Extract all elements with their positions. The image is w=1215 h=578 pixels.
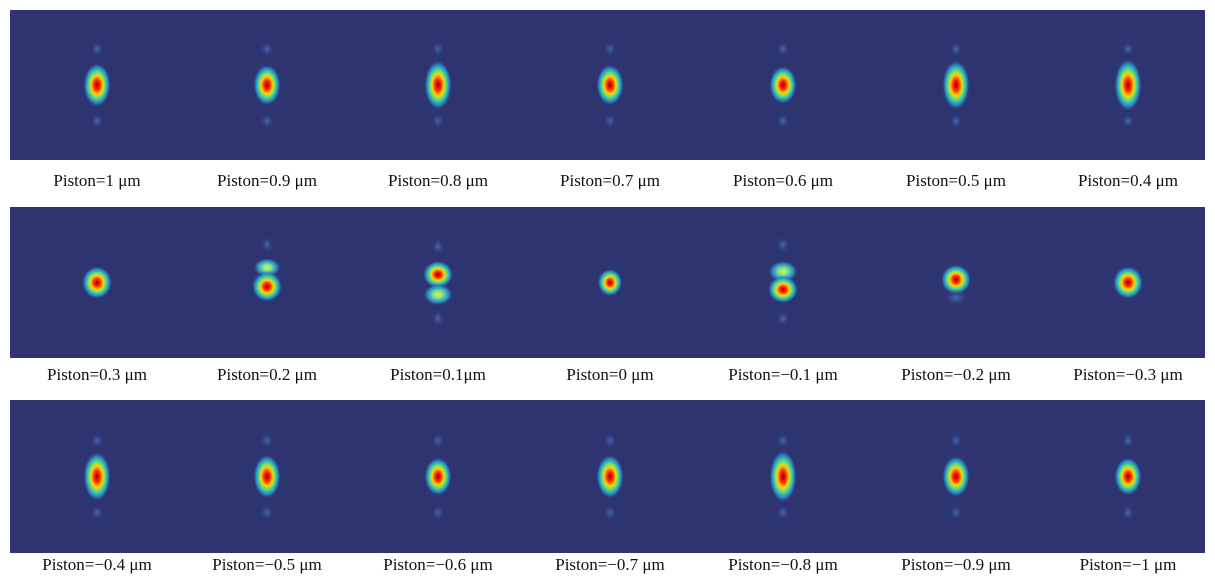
spot: [83, 63, 111, 108]
spot: [90, 504, 104, 521]
panel-label: Piston=0.9 μm: [217, 171, 317, 190]
spot: [597, 269, 622, 297]
panel-label: Piston=−0.5 μm: [212, 555, 322, 574]
spot: [942, 60, 970, 110]
figure: Piston=1 μm Piston=0.9 μm Piston=0.8 μm Pis…: [0, 0, 1215, 578]
spot: [1114, 58, 1142, 111]
spot: [1113, 266, 1144, 300]
spot: [260, 236, 274, 253]
spot: [942, 289, 970, 306]
spot: [949, 41, 963, 58]
spot: [431, 310, 445, 327]
spot: [431, 41, 445, 58]
spot: [768, 276, 799, 304]
spot: [431, 432, 445, 449]
spot: [776, 310, 790, 327]
spot: [769, 65, 797, 104]
spot: [769, 450, 797, 503]
spot: [776, 236, 790, 253]
panel-label: Piston=−0.2 μm: [901, 365, 1011, 384]
spot: [1121, 432, 1135, 449]
panel-label: Piston=0.3 μm: [47, 365, 147, 384]
spot: [260, 504, 274, 521]
spot: [776, 504, 790, 521]
spot: [1121, 504, 1135, 521]
spot: [423, 283, 454, 305]
panel-label: Piston=1 μm: [53, 171, 140, 190]
spot: [1121, 41, 1135, 58]
spot: [776, 432, 790, 449]
spot: [1121, 113, 1135, 130]
panel-label: Piston=0.5 μm: [906, 171, 1006, 190]
spot: [949, 113, 963, 130]
spot: [260, 41, 274, 58]
panel-label: Piston=−0.8 μm: [728, 555, 838, 574]
spot: [596, 64, 624, 106]
panel-label: Piston=0.7 μm: [560, 171, 660, 190]
spot: [431, 113, 445, 130]
spot: [949, 504, 963, 521]
spot: [424, 457, 452, 496]
panel-label: Piston=0.4 μm: [1078, 171, 1178, 190]
panel-label: Piston=−0.3 μm: [1073, 365, 1183, 384]
panel-label: Piston=0.1μm: [390, 365, 486, 384]
spot: [431, 238, 445, 255]
spot: [942, 456, 970, 498]
spot: [260, 113, 274, 130]
spot: [596, 454, 624, 499]
spot: [260, 432, 274, 449]
spot: [90, 41, 104, 58]
panel-label: Piston=0.2 μm: [217, 365, 317, 384]
panel-label: Piston=−0.9 μm: [901, 555, 1011, 574]
spot: [253, 64, 281, 106]
spot: [253, 454, 281, 499]
panel-label: Piston=−0.6 μm: [383, 555, 493, 574]
panel-label: Piston=0.8 μm: [388, 171, 488, 190]
panel-label: Piston=−0.4 μm: [42, 555, 152, 574]
panel-label: Piston=−0.7 μm: [555, 555, 665, 574]
spot: [90, 113, 104, 130]
spot: [431, 504, 445, 521]
spot: [776, 41, 790, 58]
panel-label: Piston=0 μm: [566, 365, 653, 384]
spot: [83, 451, 111, 501]
spot: [424, 60, 452, 110]
spot: [603, 432, 617, 449]
spot: [603, 41, 617, 58]
spot: [776, 113, 790, 130]
spot: [252, 271, 283, 302]
spot: [949, 432, 963, 449]
panel-label: Piston=0.6 μm: [733, 171, 833, 190]
spot: [603, 504, 617, 521]
spot: [603, 113, 617, 130]
panel-label: Piston=−1 μm: [1080, 555, 1177, 574]
spot: [90, 432, 104, 449]
spot: [82, 266, 113, 300]
spot: [1114, 457, 1142, 496]
panel-label: Piston=−0.1 μm: [728, 365, 838, 384]
